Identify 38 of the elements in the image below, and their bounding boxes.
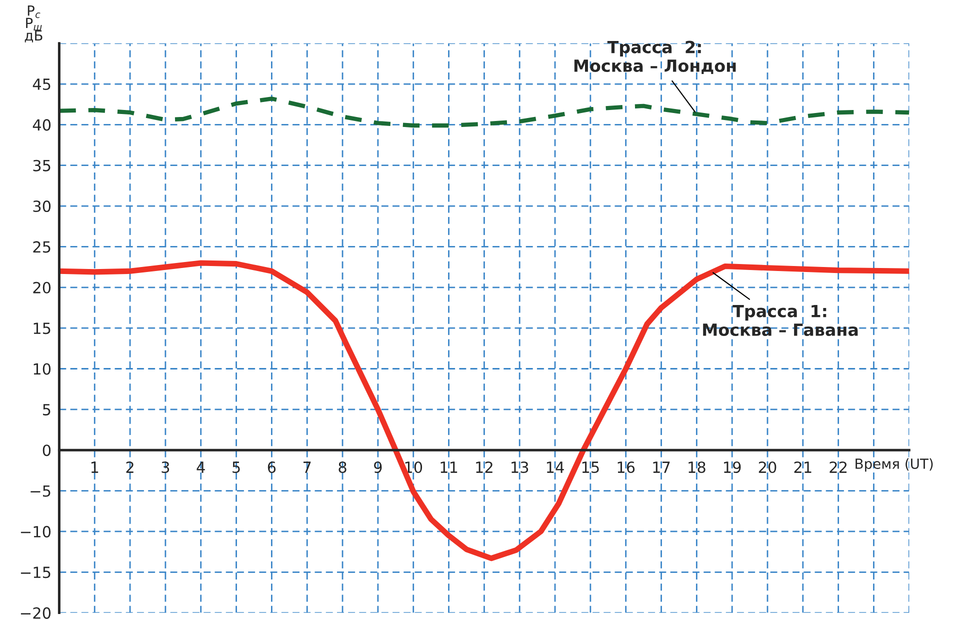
y-tick-label: 15 (34, 322, 50, 334)
x-tick-label: 3 (162, 461, 170, 474)
y-tick-label: 45 (32, 78, 50, 90)
y-tick-label: 25 (33, 241, 50, 253)
x-tick-label: 21 (794, 461, 812, 473)
x-tick-label: 17 (653, 462, 670, 473)
x-tick-label: 11 (440, 462, 458, 473)
y-tick-label: 40 (32, 119, 51, 131)
y-tick-label: 0 (42, 444, 51, 456)
x-tick-label: 1 (91, 462, 98, 473)
x-tick-label: 8 (338, 461, 346, 474)
x-tick-label: 4 (196, 462, 205, 473)
y-axis-title: P$_{с}$ P$_{ш}$ дБ (24, 6, 42, 42)
y-tick-label: −10 (20, 526, 51, 538)
line-series (59, 96, 910, 128)
y-tick-label: 5 (43, 404, 50, 416)
y-tick-label: 35 (33, 160, 50, 172)
x-tick-label: 18 (688, 461, 706, 474)
y-tick-label: 20 (33, 282, 51, 294)
x-tick-label: 9 (374, 461, 382, 474)
y-tick-label: −15 (20, 566, 50, 578)
x-tick-label: 6 (268, 461, 276, 474)
x-tick-label: 20 (758, 461, 776, 474)
annotation: Трасса 2: Москва – Лондон (574, 40, 736, 74)
y-tick-label: 30 (33, 200, 51, 212)
x-tick-label: 7 (304, 462, 311, 473)
x-tick-label: 22 (830, 461, 847, 473)
x-tick-label: 16 (618, 461, 635, 474)
y-tick-label: −5 (30, 485, 50, 497)
x-tick-label: 15 (582, 462, 599, 474)
x-tick-label: 12 (476, 461, 492, 473)
x-tick-label: 13 (512, 461, 528, 474)
x-tick-label: 14 (546, 462, 564, 473)
y-tick-label: 10 (34, 363, 51, 375)
x-tick-label: 2 (126, 461, 134, 473)
x-tick-label: 19 (724, 461, 741, 474)
y-tick-label: −20 (20, 607, 51, 619)
x-tick-label: 5 (232, 462, 240, 474)
